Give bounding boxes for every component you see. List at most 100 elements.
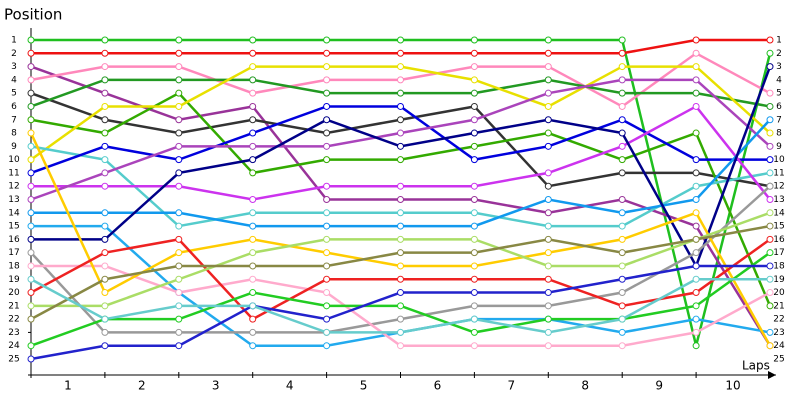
position-marker (249, 89, 257, 97)
position-marker (544, 342, 552, 350)
y-tick-label: 13 (8, 195, 19, 205)
x-tick-label: 7 (508, 379, 516, 393)
position-marker (692, 342, 700, 350)
position-marker (470, 222, 478, 230)
position-marker (175, 116, 183, 124)
position-marker (470, 76, 478, 84)
position-marker (766, 49, 774, 57)
position-marker (544, 49, 552, 57)
y2-tick-label: 15 (773, 222, 784, 232)
position-marker (470, 36, 478, 44)
position-marker (249, 36, 257, 44)
position-marker (470, 196, 478, 203)
position-marker (249, 129, 257, 137)
position-marker (692, 89, 700, 97)
position-marker (544, 182, 552, 190)
position-marker (249, 156, 257, 164)
position-marker (397, 249, 404, 257)
position-marker (323, 315, 331, 323)
position-marker (470, 262, 478, 270)
y-tick-label: 1 (11, 36, 17, 46)
y-tick-label: 9 (11, 142, 17, 152)
y2-tick-label: 17 (773, 248, 784, 258)
position-marker (618, 102, 626, 110)
x-tick-label: 8 (581, 379, 589, 393)
x-tick-label: 10 (725, 379, 740, 393)
position-marker (249, 262, 257, 270)
position-marker (27, 182, 35, 190)
position-marker (544, 328, 552, 336)
y2-tick-label: 7 (776, 115, 782, 125)
position-marker (766, 36, 774, 44)
position-marker (397, 209, 404, 217)
position-marker (101, 302, 109, 310)
position-marker (323, 342, 331, 350)
position-marker (101, 328, 109, 336)
position-marker (27, 302, 35, 310)
position-marker (27, 262, 35, 270)
position-marker (544, 102, 552, 110)
position-marker (544, 89, 552, 97)
position-marker (470, 89, 478, 97)
axis-arrow (768, 371, 776, 379)
y2-tick-label: 10 (773, 155, 785, 165)
x-tick-label: 6 (434, 379, 442, 393)
y-tick-label: 3 (11, 62, 17, 72)
y2-tick-label: 8 (776, 129, 782, 139)
y2-tick-label: 14 (773, 208, 785, 218)
position-marker (692, 102, 700, 110)
position-marker (618, 76, 626, 84)
position-marker (27, 156, 35, 164)
position-marker (692, 328, 700, 336)
position-marker (470, 275, 478, 283)
position-marker (618, 235, 626, 243)
position-marker (175, 275, 183, 283)
position-marker (27, 116, 35, 124)
position-marker (766, 289, 774, 297)
position-marker (323, 275, 331, 283)
position-marker (766, 342, 774, 350)
position-marker (249, 76, 257, 84)
position-marker (618, 49, 626, 57)
position-marker (397, 262, 404, 270)
y2-tick-label: 9 (776, 142, 782, 152)
position-marker (766, 328, 774, 336)
position-marker (470, 315, 478, 323)
position-marker (544, 36, 552, 44)
position-marker (544, 315, 552, 323)
position-marker (101, 235, 109, 243)
position-marker (27, 169, 35, 177)
position-marker (692, 222, 700, 230)
position-marker (692, 156, 700, 164)
y-tick-label: 16 (8, 235, 20, 245)
position-marker (766, 262, 774, 270)
x-tick-label: 5 (360, 379, 368, 393)
position-marker (544, 222, 552, 230)
position-marker (101, 76, 109, 84)
position-marker (175, 49, 183, 57)
position-marker (249, 249, 257, 257)
position-marker (766, 89, 774, 97)
position-marker (323, 89, 331, 97)
position-marker (249, 209, 257, 217)
position-marker (618, 89, 626, 97)
position-marker (323, 249, 331, 257)
position-marker (249, 63, 257, 71)
y-axis-title: Position (4, 6, 62, 24)
position-marker (175, 262, 183, 270)
position-marker (618, 249, 626, 257)
series-line (31, 224, 771, 347)
position-marker (618, 116, 626, 124)
position-marker (766, 116, 774, 124)
position-marker (692, 275, 700, 283)
position-marker (323, 116, 331, 124)
position-marker (692, 49, 700, 57)
position-marker (27, 49, 35, 57)
position-marker (397, 315, 404, 323)
position-marker (249, 116, 257, 124)
position-marker (766, 182, 774, 190)
position-marker (101, 129, 109, 137)
position-marker (175, 182, 183, 190)
x-tick-label: 3 (212, 379, 220, 393)
position-marker (249, 142, 257, 150)
